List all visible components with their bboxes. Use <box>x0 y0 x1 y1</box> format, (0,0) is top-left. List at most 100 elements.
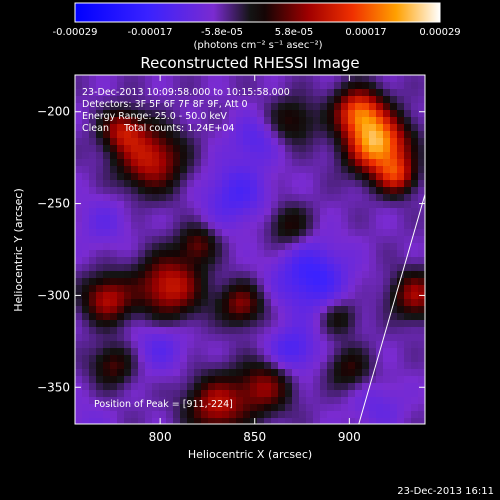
heatmap-cell <box>411 341 418 348</box>
heatmap-cell <box>250 208 257 215</box>
heatmap-cell <box>201 418 208 424</box>
heatmap-cell <box>194 166 201 173</box>
heatmap-cell <box>271 222 278 229</box>
heatmap-cell <box>131 411 138 418</box>
heatmap-cell <box>250 264 257 271</box>
heatmap-cell <box>138 96 145 103</box>
heatmap-cell <box>313 215 320 222</box>
heatmap-cell <box>271 89 278 96</box>
heatmap-cell <box>299 138 306 145</box>
heatmap-cell <box>278 215 285 222</box>
heatmap-cell <box>376 222 383 229</box>
heatmap-cell <box>299 152 306 159</box>
heatmap-cell <box>348 236 355 243</box>
heatmap-cell <box>383 75 390 82</box>
heatmap-cell <box>194 152 201 159</box>
heatmap-cell <box>96 383 103 390</box>
heatmap-cell <box>201 215 208 222</box>
heatmap-cell <box>208 152 215 159</box>
heatmap-cell <box>117 376 124 383</box>
heatmap-cell <box>110 117 117 124</box>
heatmap-cell <box>138 103 145 110</box>
heatmap-cell <box>320 173 327 180</box>
heatmap-cell <box>82 404 89 411</box>
heatmap-cell <box>159 285 166 292</box>
heatmap-cell <box>103 271 110 278</box>
heatmap-cell <box>236 341 243 348</box>
heatmap-cell <box>257 334 264 341</box>
heatmap-cell <box>327 82 334 89</box>
heatmap-cell <box>89 278 96 285</box>
heatmap-cell <box>138 299 145 306</box>
heatmap-cell <box>138 138 145 145</box>
heatmap-cell <box>201 117 208 124</box>
heatmap-cell <box>215 411 222 418</box>
heatmap-cell <box>138 173 145 180</box>
heatmap-cell <box>383 320 390 327</box>
heatmap-cell <box>243 89 250 96</box>
heatmap-cell <box>159 390 166 397</box>
heatmap-cell <box>320 355 327 362</box>
heatmap-cell <box>96 103 103 110</box>
heatmap-cell <box>278 96 285 103</box>
heatmap-cell <box>208 187 215 194</box>
heatmap-cell <box>355 166 362 173</box>
heatmap-cell <box>75 103 82 110</box>
heatmap-cell <box>124 369 131 376</box>
heatmap-cell <box>397 341 404 348</box>
heatmap-cell <box>285 110 292 117</box>
heatmap-cell <box>166 82 173 89</box>
heatmap-cell <box>271 166 278 173</box>
heatmap-cell <box>376 159 383 166</box>
heatmap-cell <box>285 376 292 383</box>
heatmap-cell <box>208 236 215 243</box>
heatmap-cell <box>390 222 397 229</box>
heatmap-cell <box>215 180 222 187</box>
heatmap-cell <box>201 369 208 376</box>
heatmap-cell <box>257 166 264 173</box>
heatmap-cell <box>278 131 285 138</box>
heatmap-cell <box>124 82 131 89</box>
heatmap-cell <box>110 327 117 334</box>
heatmap-cell <box>215 257 222 264</box>
heatmap-cell <box>96 208 103 215</box>
heatmap-cell <box>271 285 278 292</box>
heatmap-cell <box>138 383 145 390</box>
heatmap-cell <box>180 418 187 424</box>
heatmap-cell <box>82 369 89 376</box>
heatmap-cell <box>348 327 355 334</box>
heatmap-cell <box>271 390 278 397</box>
heatmap-cell <box>320 215 327 222</box>
heatmap-cell <box>299 257 306 264</box>
heatmap-cell <box>187 243 194 250</box>
heatmap-cell <box>131 236 138 243</box>
heatmap-cell <box>103 82 110 89</box>
heatmap-cell <box>271 145 278 152</box>
heatmap-cell <box>418 243 425 250</box>
heatmap-cell <box>194 271 201 278</box>
heatmap-cell <box>145 327 152 334</box>
heatmap-cell <box>229 215 236 222</box>
heatmap-cell <box>369 110 376 117</box>
heatmap-cell <box>159 222 166 229</box>
heatmap-cell <box>250 194 257 201</box>
heatmap-cell <box>124 222 131 229</box>
heatmap-cell <box>229 362 236 369</box>
heatmap-cell <box>187 355 194 362</box>
heatmap-cell <box>229 271 236 278</box>
heatmap-cell <box>222 145 229 152</box>
heatmap-cell <box>222 397 229 404</box>
heatmap-cell <box>348 257 355 264</box>
heatmap-cell <box>173 103 180 110</box>
heatmap-cell <box>369 82 376 89</box>
heatmap-cell <box>201 355 208 362</box>
heatmap-cell <box>376 334 383 341</box>
heatmap-cell <box>404 229 411 236</box>
heatmap-cell <box>208 299 215 306</box>
heatmap-cell <box>82 194 89 201</box>
heatmap-cell <box>208 173 215 180</box>
heatmap-cell <box>327 138 334 145</box>
heatmap-cell <box>278 264 285 271</box>
heatmap-cell <box>299 145 306 152</box>
heatmap-cell <box>194 117 201 124</box>
